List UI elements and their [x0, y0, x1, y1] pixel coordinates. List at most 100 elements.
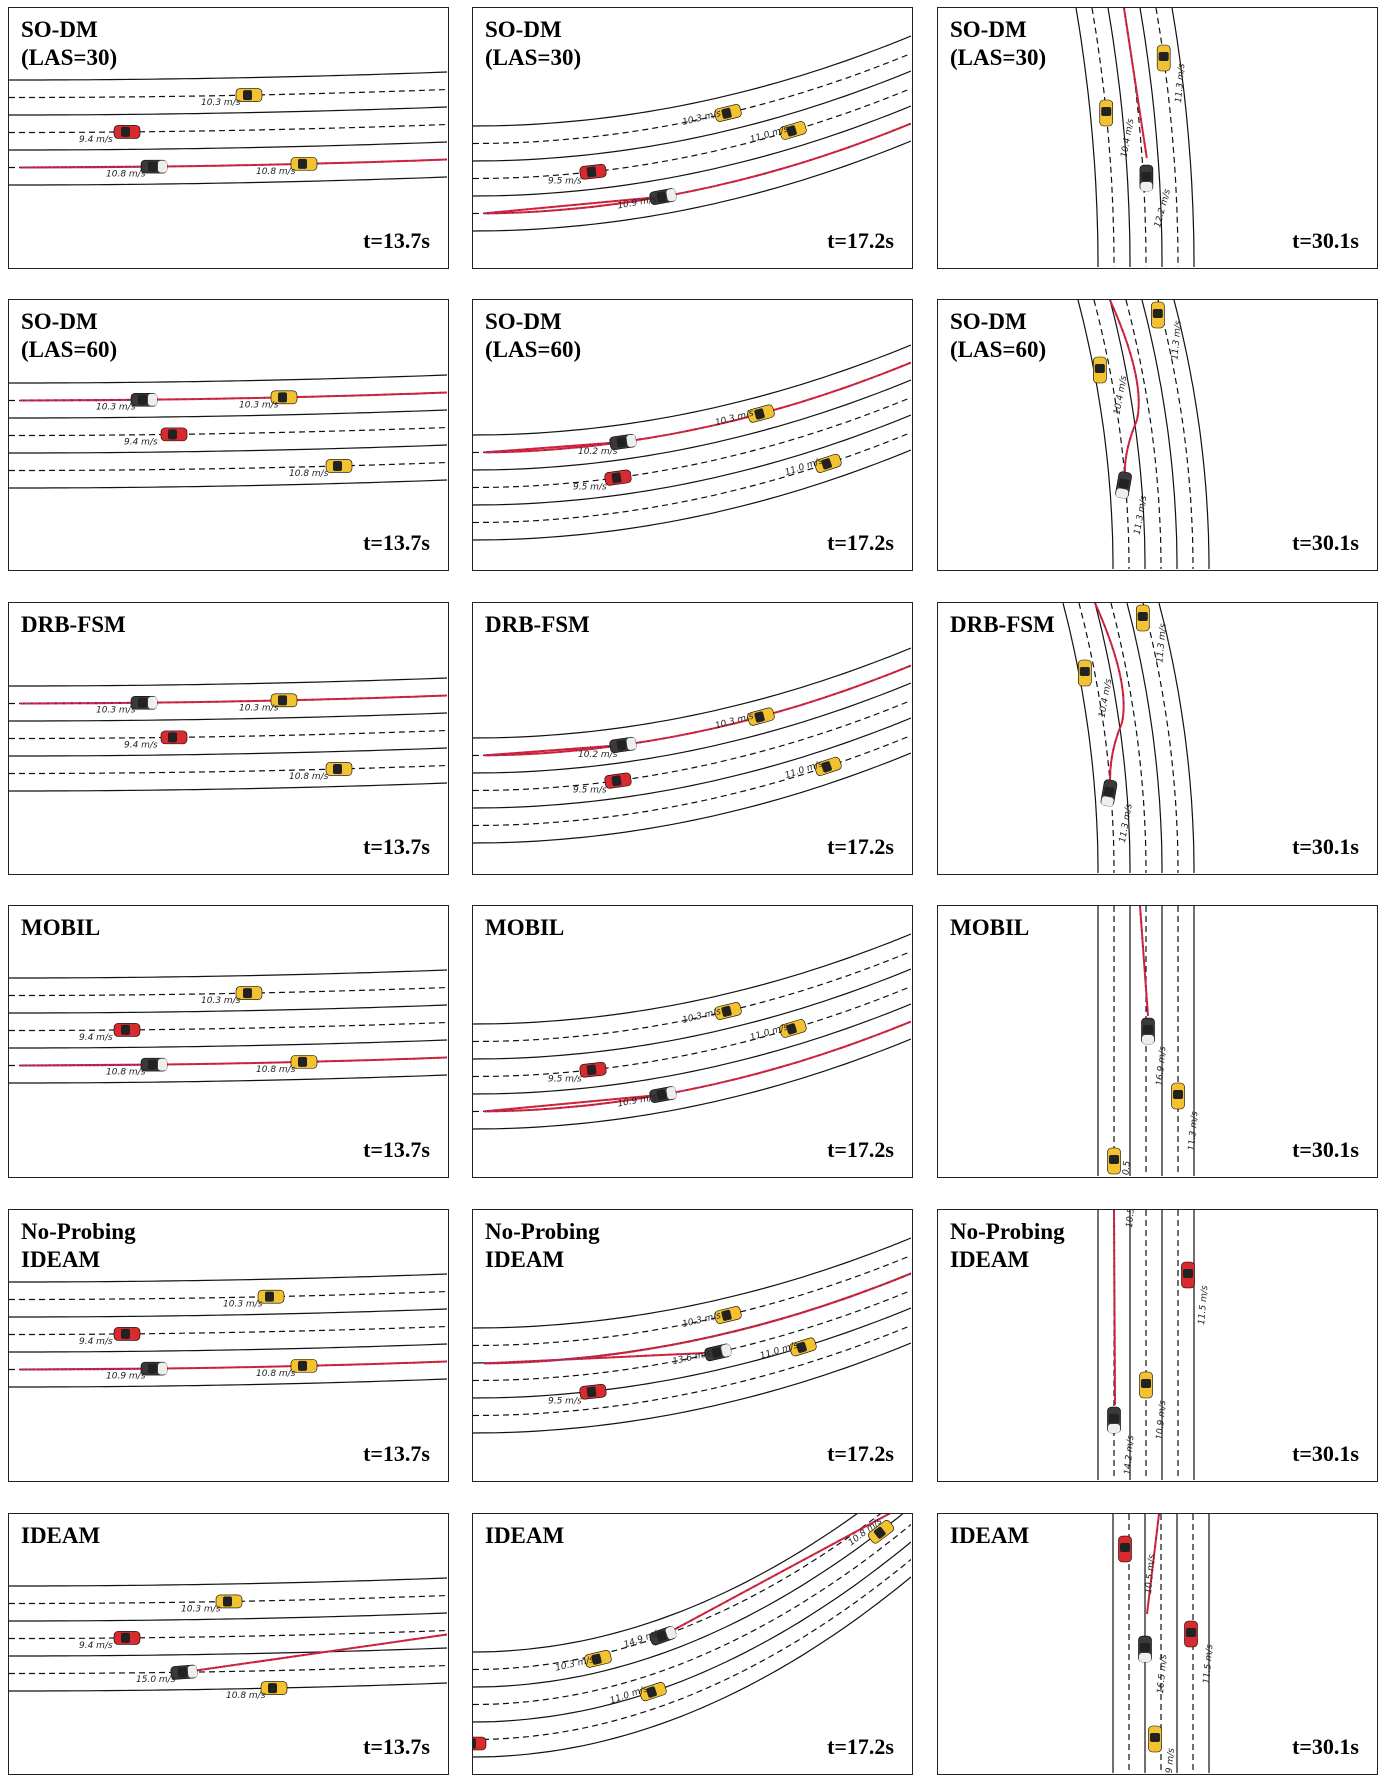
- timestamp-label: t=30.1s: [1292, 1734, 1359, 1759]
- lane-line: [473, 1524, 911, 1706]
- red-car: [160, 427, 188, 442]
- road-scene: 10.9 m/s 10.3 m/s 9.5 m/s 11.0 m/s: [473, 933, 911, 1130]
- speed-label: 10.5: [1121, 1160, 1133, 1176]
- ego-car: [130, 695, 158, 710]
- speed-label: 16.5 m/s: [1156, 1654, 1169, 1694]
- lane-line: [9, 479, 447, 489]
- timestamp-label: t=13.7s: [363, 1441, 430, 1466]
- ego-car: [1138, 1635, 1152, 1663]
- lane-line: [9, 141, 447, 151]
- panel-r2-c3: 11.3 m/s 10.4 m/s 11.3 m/s SO-DM (LAS=60) t=…: [937, 299, 1378, 571]
- speed-label: 15.0 m/s: [136, 1675, 176, 1685]
- lane-line: [1141, 300, 1178, 569]
- yellow-car: [779, 121, 807, 140]
- method-label: MOBIL: [950, 915, 1030, 940]
- panel-r1-c2: 10.9 m/s 10.3 m/s 9.5 m/s 11.0 m/s SO-DM (LA…: [472, 7, 913, 269]
- ego-trajectory: [19, 158, 447, 169]
- ego-trajectory: [1113, 1210, 1116, 1406]
- ego-car: [140, 159, 168, 174]
- method-label: SO-DM (LAS=60): [21, 309, 118, 362]
- lane-line: [473, 647, 911, 739]
- panel-r2-c1: 10.3 m/s 10.3 m/s 9.4 m/s 10.8 m/s SO-DM (LA…: [8, 299, 449, 571]
- speed-label: 11.3 m/s: [1133, 495, 1150, 536]
- yellow-car: [714, 1002, 742, 1020]
- ego-car: [170, 1664, 198, 1680]
- yellow-car: [584, 1650, 612, 1668]
- lane-line: [1107, 8, 1131, 267]
- lane-line: [9, 88, 447, 99]
- speed-label: 13.6 m/s: [671, 1349, 712, 1368]
- timestamp-label: t=17.2s: [827, 228, 894, 253]
- lane-line: [473, 1514, 882, 1671]
- road-scene: 16.9 m/s 11.3 m/s 10.5: [1097, 906, 1200, 1176]
- speed-label: 10.8 m/s: [106, 1068, 146, 1078]
- lane-line: [9, 747, 447, 757]
- timestamp-label: t=30.1s: [1292, 834, 1359, 859]
- speed-label: 11.3 m/s: [1155, 623, 1168, 663]
- speed-label: 10.3 m/s: [201, 996, 241, 1006]
- lane-line: [473, 414, 911, 506]
- timestamp-label: t=30.1s: [1292, 1137, 1359, 1162]
- speed-label: 10.9 m/s: [617, 195, 658, 212]
- lane-line: [9, 1682, 447, 1692]
- speed-label: 11.5 m/s: [1197, 1285, 1210, 1325]
- lane-line: [1093, 300, 1130, 569]
- road-scene: 16.5 m/s 10.5 m/s 11.5 m/s 9.9 m/s: [1112, 1514, 1215, 1773]
- ego-car: [1107, 1406, 1121, 1434]
- lane-line: [9, 1612, 447, 1622]
- speed-label: 9.4 m/s: [79, 1033, 113, 1043]
- speed-label: 10.9 m/s: [1155, 1400, 1168, 1440]
- ego-trajectory: [19, 391, 447, 402]
- lane-line: [473, 1020, 911, 1113]
- lane-line: [1171, 8, 1195, 267]
- lane-line: [9, 374, 447, 384]
- ego-trajectory: [483, 1020, 911, 1113]
- speed-label: 9.4 m/s: [124, 437, 158, 447]
- lane-line: [9, 1273, 447, 1283]
- panel-r2-c2: 10.2 m/s 10.3 m/s 9.5 m/s 11.0 m/s SO-DM (LA…: [472, 299, 913, 571]
- ego-trajectory-dots: [19, 1360, 447, 1371]
- speed-label: 9.4 m/s: [79, 1337, 113, 1347]
- red-car: [113, 1631, 141, 1645]
- lane-line: [473, 752, 911, 844]
- speed-label: 9.5 m/s: [573, 483, 607, 493]
- ego-car: [649, 1086, 677, 1103]
- method-label: IDEAM: [21, 1523, 101, 1548]
- lane-line: [473, 35, 911, 127]
- lane-line: [1078, 603, 1115, 873]
- lane-line: [9, 782, 447, 792]
- speed-label: 10.5: [1125, 1210, 1137, 1228]
- timestamp-label: t=13.7s: [363, 1734, 430, 1759]
- speed-label: 10.5 m/s: [1144, 1554, 1157, 1594]
- yellow-car: [235, 88, 263, 102]
- panel-r1-c1: 10.8 m/s 10.3 m/s 9.4 m/s 10.8 m/s SO-DM (LA…: [8, 7, 449, 269]
- lane-line: [473, 1038, 911, 1130]
- lane-line: [9, 1378, 447, 1388]
- panel-r3-c3: 11.3 m/s 10.4 m/s 11.3 m/s DRB-FSM t=30.1s: [937, 602, 1378, 875]
- speed-label: 10.8 m/s: [256, 1065, 296, 1075]
- speed-label: 10.8 m/s: [289, 772, 329, 782]
- speed-label: 10.4 m/s: [1113, 375, 1130, 416]
- method-label: SO-DM (LAS=60): [485, 309, 582, 362]
- speed-label: 9.5 m/s: [573, 786, 607, 796]
- lane-line: [473, 70, 911, 162]
- lane-line: [9, 71, 447, 81]
- yellow-car: [290, 1359, 318, 1373]
- speed-label: 10.8 m/s: [256, 1369, 296, 1379]
- speed-label: 9.5 m/s: [548, 1397, 582, 1407]
- lane-line: [1062, 603, 1099, 873]
- speed-label: 10.3 m/s: [223, 1300, 263, 1310]
- ego-trajectory: [19, 1360, 447, 1371]
- road-scene: 10.9 m/s 10.3 m/s 9.4 m/s 10.8 m/s: [9, 1273, 447, 1388]
- ego-trajectory: [1139, 906, 1149, 1017]
- yellow-car: [1156, 44, 1171, 72]
- yellow-car: [1135, 604, 1150, 632]
- lane-line: [9, 1308, 447, 1318]
- road-scene: 10.9 m/s 10.3 m/s 9.5 m/s 11.0 m/s: [473, 35, 911, 232]
- panel-r6-c2: 14.9 m/s 10.3 m/s 10.8 m/s 11.0 m/s IDEAM t=1…: [472, 1513, 913, 1775]
- lane-line: [473, 1324, 911, 1417]
- speed-label: 9.5 m/s: [548, 1075, 582, 1085]
- ego-trajectory: [19, 1056, 447, 1067]
- timestamp-label: t=17.2s: [827, 1137, 894, 1162]
- speed-label: 10.2 m/s: [578, 447, 618, 457]
